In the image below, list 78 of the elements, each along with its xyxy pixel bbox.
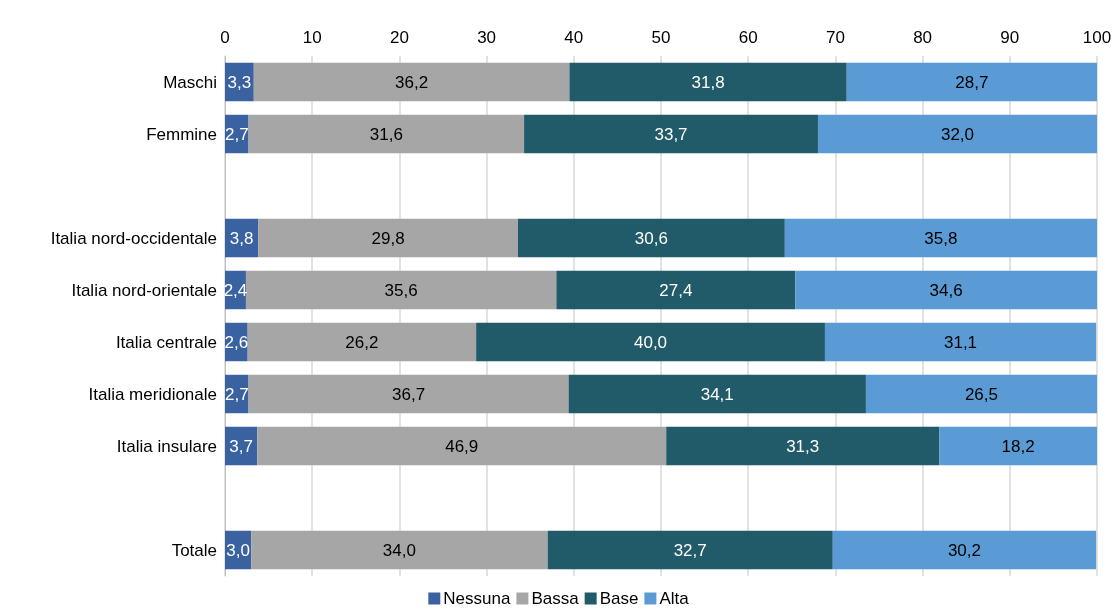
x-tick-label: 0 bbox=[220, 28, 230, 47]
data-label: 26,2 bbox=[345, 332, 379, 352]
y-tick-label: Maschi bbox=[163, 72, 217, 92]
data-label: 34,0 bbox=[382, 540, 416, 560]
x-tick-label: 10 bbox=[302, 28, 322, 47]
bar bbox=[248, 114, 525, 154]
x-tick-label: 90 bbox=[1000, 28, 1020, 47]
y-tick-label: Italia insulare bbox=[116, 436, 217, 456]
bar bbox=[569, 62, 847, 102]
x-tick-label: 100 bbox=[1082, 28, 1112, 47]
data-label: 32,7 bbox=[673, 540, 707, 560]
bar bbox=[939, 426, 1097, 466]
bar bbox=[832, 530, 1097, 570]
data-label: 2,7 bbox=[224, 384, 249, 404]
bar bbox=[824, 322, 1097, 362]
data-label: 46,9 bbox=[445, 436, 479, 456]
bar bbox=[556, 270, 796, 310]
data-label: 31,3 bbox=[786, 436, 820, 456]
data-label: 27,4 bbox=[659, 280, 693, 300]
data-label: 34,6 bbox=[929, 280, 963, 300]
data-label: 28,7 bbox=[955, 72, 989, 92]
legend-label: Base bbox=[599, 589, 639, 608]
bar bbox=[517, 218, 785, 258]
bar bbox=[257, 426, 667, 466]
bar bbox=[524, 114, 818, 154]
data-label: 35,8 bbox=[924, 228, 958, 248]
y-tick-label: Italia centrale bbox=[115, 332, 217, 352]
data-label: 31,8 bbox=[691, 72, 725, 92]
x-tick-label: 20 bbox=[389, 28, 409, 47]
bar bbox=[568, 374, 866, 414]
x-tick-label: 30 bbox=[477, 28, 497, 47]
data-label: 34,1 bbox=[700, 384, 734, 404]
data-label: 30,2 bbox=[947, 540, 981, 560]
x-tick-label: 80 bbox=[913, 28, 933, 47]
bar bbox=[666, 426, 940, 466]
y-tick-label: Totale bbox=[171, 540, 217, 560]
data-label: 2,7 bbox=[224, 124, 249, 144]
data-label: 3,0 bbox=[226, 540, 250, 560]
data-label: 36,7 bbox=[392, 384, 426, 404]
legend-label: Bassa bbox=[531, 589, 580, 608]
legend-label: Nessuna bbox=[443, 589, 511, 608]
bar bbox=[251, 530, 548, 570]
bar bbox=[547, 530, 833, 570]
bar bbox=[253, 62, 570, 102]
data-label: 40,0 bbox=[633, 332, 668, 352]
bar bbox=[784, 218, 1097, 258]
legend-label: Alta bbox=[659, 589, 690, 608]
bar bbox=[476, 322, 825, 362]
bar bbox=[258, 218, 518, 258]
data-label: 31,6 bbox=[369, 124, 403, 144]
bar bbox=[846, 62, 1097, 102]
bar bbox=[248, 374, 569, 414]
bar bbox=[795, 270, 1097, 310]
x-tick-label: 70 bbox=[825, 28, 845, 47]
data-label: 33,7 bbox=[654, 124, 688, 144]
bar bbox=[245, 270, 557, 310]
data-label: 2,6 bbox=[224, 332, 249, 352]
x-tick-label: 60 bbox=[738, 28, 758, 47]
x-tick-label: 50 bbox=[651, 28, 671, 47]
data-label: 3,3 bbox=[227, 72, 252, 92]
y-tick-label: Italia meridionale bbox=[88, 384, 217, 404]
data-label: 35,6 bbox=[384, 280, 418, 300]
x-tick-label: 40 bbox=[564, 28, 584, 47]
data-label: 18,2 bbox=[1001, 436, 1035, 456]
data-label: 26,5 bbox=[964, 384, 999, 404]
data-label: 31,1 bbox=[943, 332, 978, 352]
data-label: 32,0 bbox=[940, 124, 975, 144]
data-label: 36,2 bbox=[395, 72, 429, 92]
y-tick-label: Italia nord-occidentale bbox=[50, 228, 217, 248]
data-label: 29,8 bbox=[371, 228, 405, 248]
bar bbox=[247, 322, 477, 362]
data-label: 3,7 bbox=[229, 436, 253, 456]
bar bbox=[817, 114, 1097, 154]
data-label: 3,8 bbox=[229, 228, 254, 248]
data-label: 30,6 bbox=[634, 228, 668, 248]
y-tick-label: Italia nord-orientale bbox=[71, 280, 217, 300]
bar bbox=[865, 374, 1097, 414]
y-tick-label: Femmine bbox=[146, 124, 217, 144]
